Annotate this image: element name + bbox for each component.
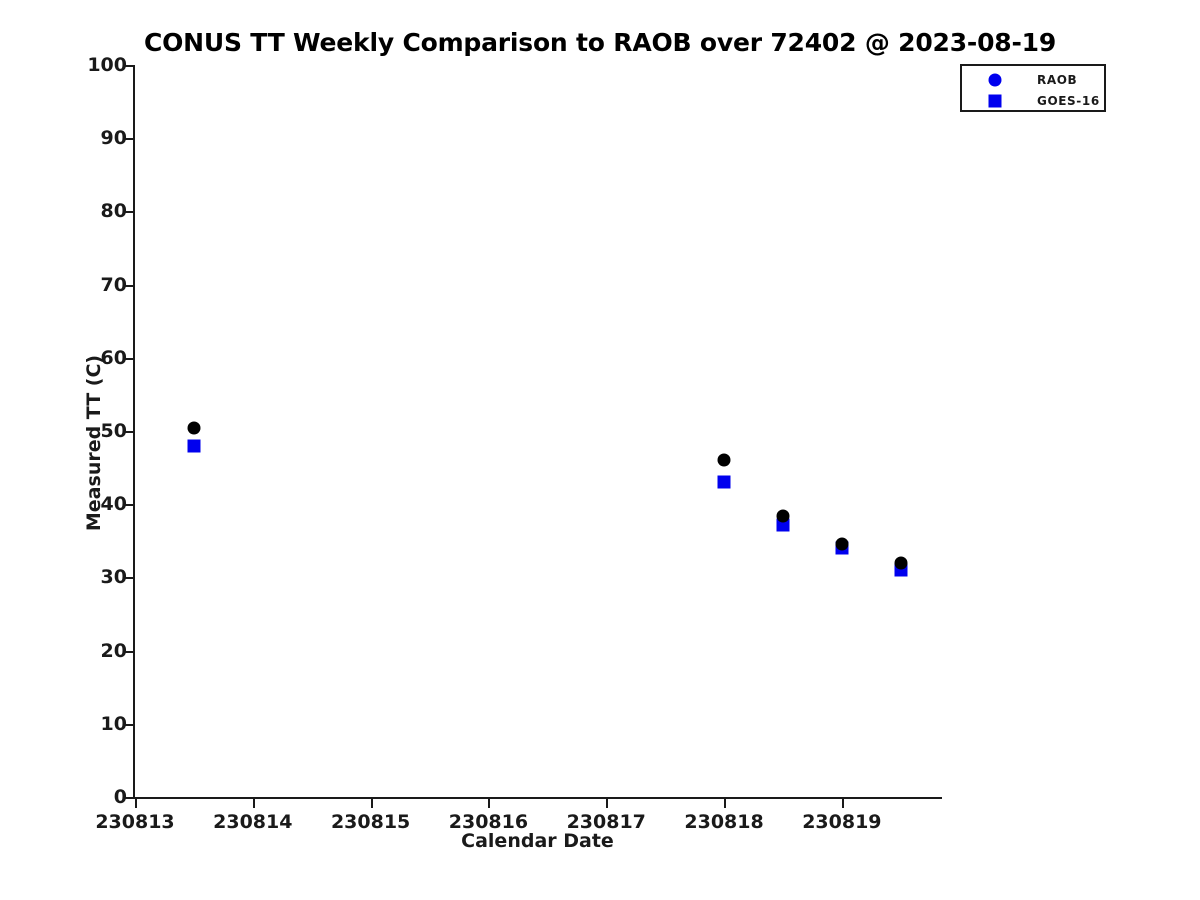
x-axis-tick-label: 230814 (213, 811, 293, 833)
data-point-goes-16 (717, 475, 731, 489)
x-axis-label: Calendar Date (461, 830, 614, 852)
x-axis-tick (841, 797, 844, 808)
x-axis-tick-label: 230815 (330, 811, 411, 833)
x-axis-tick-label: 230816 (448, 811, 529, 833)
legend-label: GOES-16 (1037, 93, 1100, 108)
y-axis-tick (124, 357, 135, 360)
legend-entry: GOES-16 (962, 90, 1104, 111)
chart-legend: RAOB GOES-16 (960, 64, 1106, 112)
y-axis-tick-label: 10 (100, 712, 127, 735)
legend-entry: RAOB (962, 69, 1104, 90)
data-point-raob (835, 537, 849, 551)
y-axis-tick (124, 138, 135, 141)
y-axis-tick (124, 577, 135, 580)
y-axis-tick (124, 723, 135, 726)
chart-title: CONUS TT Weekly Comparison to RAOB over … (143, 28, 1057, 57)
x-axis-tick-label: 230813 (95, 811, 175, 833)
data-point-raob (776, 509, 790, 523)
x-axis-tick (135, 797, 137, 808)
y-axis-tick-label: 40 (100, 493, 127, 516)
y-axis-tick-label: 0 (113, 786, 127, 808)
y-axis-tick-label: 80 (100, 200, 127, 223)
y-axis-tick-label: 100 (87, 54, 127, 76)
y-axis-tick (124, 797, 135, 799)
data-point-goes-16 (187, 439, 201, 453)
x-axis-tick-label: 230819 (802, 811, 882, 833)
y-axis-tick (124, 211, 135, 214)
plot-inner: 0 10 20 30 40 50 60 70 80 90 100 230813 230814 230815… (87, 54, 942, 833)
y-axis-tick-label: 90 (100, 127, 127, 150)
plot-area: 0 10 20 30 40 50 60 70 80 90 100 230813 230814 230815… (87, 54, 942, 833)
y-axis-tick (124, 504, 135, 507)
data-point-raob (894, 556, 908, 570)
legend-circle-icon (988, 73, 1002, 86)
legend-label: RAOB (1037, 72, 1078, 87)
x-axis-tick-label: 230818 (684, 811, 764, 833)
y-axis-tick-label: 20 (100, 639, 127, 662)
y-axis-tick (124, 284, 135, 287)
x-axis-tick (252, 797, 255, 808)
y-axis-tick-label: 50 (100, 420, 127, 442)
x-axis-tick (724, 797, 727, 808)
y-axis-tick (124, 65, 135, 67)
data-point-raob (717, 453, 731, 467)
y-axis-tick (124, 650, 135, 653)
x-axis-tick (488, 797, 491, 808)
x-axis-tick (370, 797, 373, 808)
y-axis-tick-label: 60 (100, 346, 127, 369)
x-axis-tick (606, 797, 609, 808)
y-axis-tick-label: 70 (100, 273, 127, 296)
y-axis-tick (124, 431, 135, 433)
y-axis-label: Measured TT (C) (83, 354, 105, 532)
data-point-goes-16 (776, 518, 790, 532)
legend-square-icon (988, 94, 1002, 107)
x-axis-tick-label: 230817 (566, 811, 646, 833)
data-point-raob (187, 421, 201, 435)
y-axis-tick-label: 30 (100, 566, 127, 589)
